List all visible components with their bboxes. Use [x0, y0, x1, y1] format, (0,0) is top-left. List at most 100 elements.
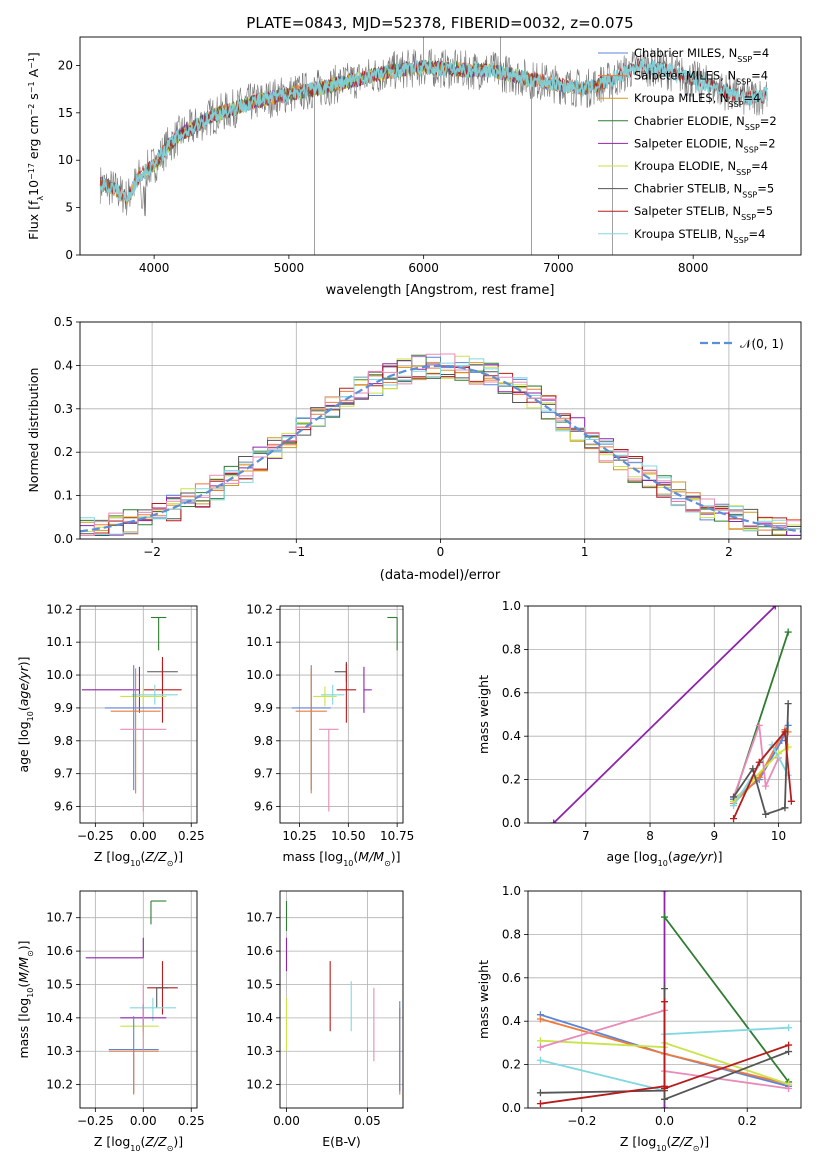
x-axis-label-part: Z/Z: [670, 1134, 693, 1149]
y-tick-label: 10: [58, 153, 73, 167]
model-spectrum-kroupa-stelib: [99, 58, 769, 203]
legend-entry: Kroupa MILES, NSSP=4: [634, 91, 760, 109]
observed-spectrum: [99, 48, 768, 217]
y-axis-label-part: −2: [27, 104, 36, 116]
x-tick-label: 8000: [678, 261, 709, 275]
plot-area: [85, 900, 178, 1095]
y-axis-label-part: A: [26, 68, 41, 81]
weight-vs-metallicity-panel: −0.2 0.0 0.2 0.0 0.2 0.4 0.6 0.8 1.0 Z [log10(Z/Z…: [476, 884, 802, 1153]
legend-entry-part: Chabrier STELIB, N: [634, 182, 742, 196]
y-tick-label: 0.0: [502, 1101, 521, 1115]
y-tick-label: 15: [58, 106, 73, 120]
y-tick-label: 1.0: [502, 884, 521, 898]
weight-marker: [781, 728, 789, 736]
x-axis-label-part: 10: [130, 1144, 140, 1153]
y-tick-label: 10.4: [46, 1011, 73, 1025]
legend-entry-part: Kroupa ELODIE, N: [634, 159, 736, 173]
x-axis-label: Z [log10(Z/Z⊙)]: [94, 1134, 183, 1153]
y-axis-label-part: 10: [26, 711, 35, 721]
x-tick-label: 0.05: [354, 1114, 381, 1128]
y-tick-label: 20: [58, 58, 73, 72]
x-tick-label: −0.25: [77, 1114, 114, 1128]
legend-entry-part: Chabrier MILES, N: [634, 46, 737, 60]
weight-marker: [781, 804, 789, 812]
weight-marker: [785, 1048, 793, 1056]
weight-marker: [787, 797, 795, 805]
weight-line-salpeter-elodie: [553, 606, 776, 823]
legend-entry: Chabrier ELODIE, NSSP=2: [634, 114, 777, 132]
weight-marker: [661, 891, 668, 895]
y-axis-label: Flux [fλ10−17 erg cm−2 s−1 A−1]: [26, 52, 45, 240]
weight-marker: [771, 606, 779, 610]
y-tick-label: 0.4: [502, 1014, 521, 1028]
y-tick-label: 10.6: [246, 944, 273, 958]
legend-entry-part: SSP: [742, 190, 757, 199]
y-axis-label-part: λ: [36, 196, 45, 201]
y-tick-label: 9.8: [54, 734, 73, 748]
y-tick-label: 0: [65, 248, 73, 262]
x-axis-label-part: mass [log: [282, 849, 343, 864]
legend-entry-part: Kroupa STELIB, N: [634, 227, 734, 241]
weight-marker: [762, 782, 770, 790]
legend-entry: Salpeter STELIB, NSSP=5: [634, 204, 773, 222]
axes-frame: [79, 605, 198, 824]
y-axis-label-part: age/yr: [16, 665, 31, 706]
legend-entry: Kroupa ELODIE, NSSP=4: [634, 159, 768, 177]
y-axis-label: mass weight: [476, 675, 491, 754]
x-axis-label: E(B-V): [322, 1134, 361, 1149]
weight-marker: [536, 1089, 544, 1097]
legend-entry: Kroupa STELIB, NSSP=4: [634, 227, 765, 245]
x-tick-label: 9: [710, 829, 718, 843]
x-tick-label: 0.2: [738, 1114, 757, 1128]
legend-entry-part: =4: [751, 159, 768, 173]
x-axis-label-part: Z [log: [620, 1134, 656, 1149]
axes-frame: [527, 605, 802, 824]
x-axis-label-part: )]: [713, 849, 723, 864]
x-tick-label: 8: [646, 829, 654, 843]
weight-line-salpeter-stelib: [540, 1001, 789, 1105]
weight-marker: [785, 1041, 793, 1049]
legend-entry-part: =5: [756, 204, 773, 218]
weight-marker: [730, 815, 738, 823]
y-axis-label: mass [log10(M/M⊙)]: [16, 940, 35, 1058]
x-axis-label: Z [log10(Z/Z⊙)]: [620, 1134, 709, 1153]
x-axis-label-part: (: [666, 1134, 671, 1149]
x-axis-label-part: )]: [699, 1134, 709, 1149]
mass-vs-ebv-panel: 0.00 0.05 10.2 10.3 10.4 10.5 10.6 10.7 E(B-V): [246, 890, 404, 1149]
weight-marker: [536, 1100, 544, 1108]
weight-marker: [730, 802, 738, 810]
weight-marker: [755, 758, 763, 766]
y-tick-label: 10.0: [246, 668, 273, 682]
x-axis-label-part: ⊙: [384, 859, 391, 868]
x-tick-label: −0.25: [77, 829, 114, 843]
x-tick-label: 10.50: [331, 829, 365, 843]
y-tick-label: 0.6: [502, 971, 521, 985]
y-tick-label: 0.0: [502, 816, 521, 830]
legend-entry-part: SSP: [736, 168, 751, 177]
legend-entry-part: =4: [749, 227, 766, 241]
axes-frame: [279, 890, 404, 1109]
y-tick-label: 10.5: [46, 977, 73, 991]
y-axis-label: mass weight: [476, 960, 491, 1039]
y-tick-label: 10.2: [46, 1078, 73, 1092]
y-axis-label-part: erg cm: [26, 116, 41, 164]
y-axis-label-part: 10: [26, 180, 41, 196]
x-tick-label: 4000: [139, 261, 170, 275]
residuals-panel: −2 −1 0 1 2 0.0 0.1 0.2 0.3 0.4 0.5 𝒩(0, 1) (data-mo…: [26, 315, 802, 583]
axes-frame: [279, 605, 404, 824]
x-axis-label-part: Z [log: [94, 849, 130, 864]
y-tick-label: 10.4: [246, 1011, 273, 1025]
y-axis-label-part: −1: [27, 81, 36, 93]
y-axis-label-part: 10: [26, 988, 35, 998]
y-axis-label-part: −1: [27, 57, 36, 69]
y-tick-label: 0.0: [54, 532, 73, 546]
y-tick-label: 0.3: [54, 402, 73, 416]
weight-marker: [661, 985, 668, 993]
y-tick-label: 9.8: [254, 734, 273, 748]
legend-entry-part: =5: [757, 182, 774, 196]
y-tick-label: 9.7: [254, 767, 273, 781]
y-axis-label-part: )]: [16, 940, 31, 950]
legend-entry-part: =2: [759, 136, 776, 150]
